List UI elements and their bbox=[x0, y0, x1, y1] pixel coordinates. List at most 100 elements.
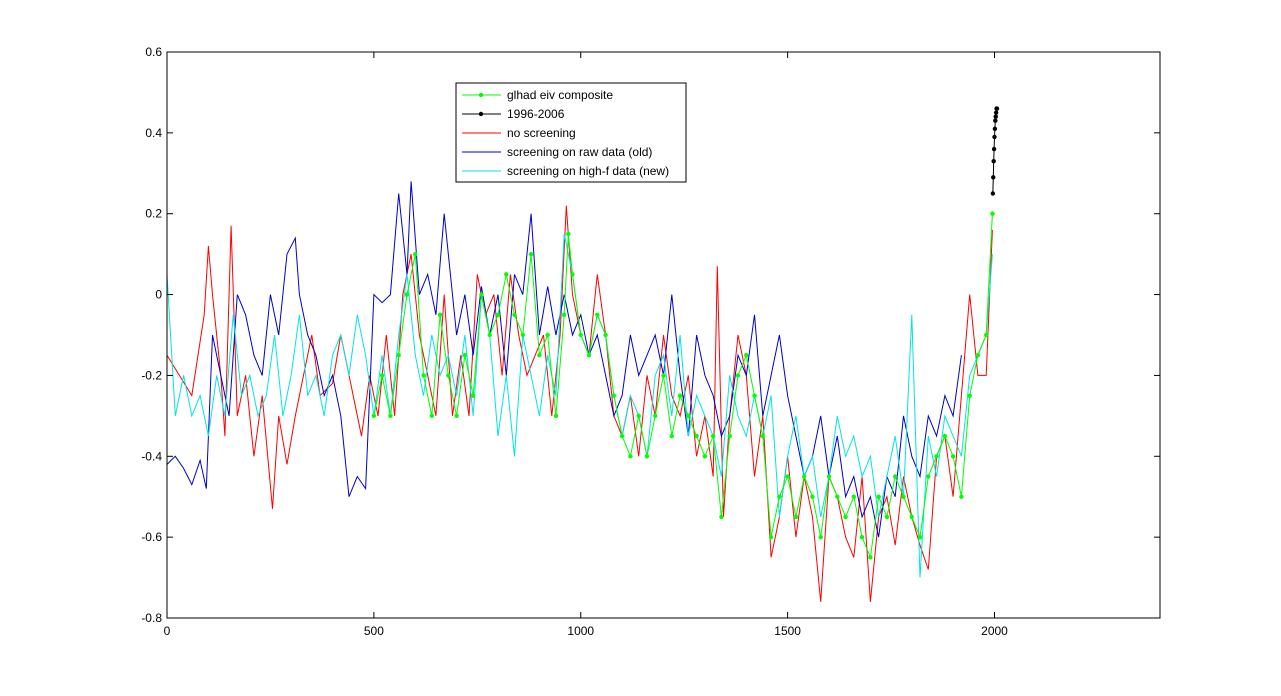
data-point bbox=[421, 373, 426, 378]
data-point bbox=[901, 494, 906, 499]
x-tick-label: 1500 bbox=[774, 624, 801, 638]
data-point bbox=[553, 413, 559, 419]
data-point bbox=[437, 312, 443, 317]
data-point bbox=[917, 534, 923, 540]
data-point bbox=[487, 332, 492, 338]
data-point bbox=[396, 353, 401, 358]
data-point bbox=[876, 494, 881, 499]
plot-frame bbox=[166, 51, 1161, 619]
x-tick-label: 2000 bbox=[981, 624, 1008, 638]
x-tick-label: 500 bbox=[364, 624, 384, 638]
legend-label: screening on high-f data (new) bbox=[507, 164, 669, 178]
data-point bbox=[991, 158, 996, 164]
data-point bbox=[990, 191, 996, 196]
data-point bbox=[851, 494, 857, 499]
legend-label: no screening bbox=[507, 126, 576, 140]
data-point bbox=[926, 474, 931, 479]
data-point bbox=[413, 251, 418, 257]
y-tick-label: 0.6 bbox=[145, 45, 162, 59]
x-tick-label: 0 bbox=[164, 624, 171, 638]
data-point bbox=[785, 474, 790, 479]
data-point bbox=[371, 413, 377, 419]
data-point bbox=[893, 474, 898, 479]
data-point bbox=[495, 312, 501, 317]
data-point bbox=[661, 373, 666, 378]
data-point bbox=[735, 373, 741, 378]
y-tick-label: 0.2 bbox=[145, 207, 162, 221]
data-point bbox=[992, 134, 997, 140]
data-point bbox=[760, 433, 765, 439]
y-tick-label: -0.8 bbox=[141, 611, 162, 625]
data-point bbox=[975, 353, 981, 358]
data-point bbox=[470, 393, 476, 398]
data-point bbox=[993, 118, 998, 123]
data-point bbox=[404, 292, 410, 297]
data-point bbox=[942, 433, 948, 439]
data-point bbox=[868, 555, 873, 560]
legend-label: glhad eiv composite bbox=[507, 88, 613, 102]
data-point bbox=[512, 312, 517, 317]
data-point bbox=[993, 114, 998, 119]
data-point bbox=[710, 433, 716, 439]
data-point bbox=[528, 251, 534, 257]
data-point bbox=[479, 292, 484, 297]
data-point bbox=[566, 231, 571, 237]
data-point bbox=[835, 494, 840, 499]
data-point bbox=[429, 413, 434, 419]
data-point bbox=[984, 332, 989, 338]
data-point bbox=[967, 393, 972, 398]
data-point bbox=[793, 514, 799, 520]
data-point bbox=[719, 514, 724, 520]
data-point bbox=[950, 454, 956, 459]
data-point bbox=[586, 353, 592, 358]
data-point bbox=[677, 393, 683, 398]
data-point bbox=[993, 110, 999, 115]
data-point bbox=[884, 514, 890, 520]
data-point bbox=[994, 106, 1000, 111]
data-point bbox=[826, 474, 832, 479]
data-point bbox=[801, 474, 807, 479]
data-point bbox=[388, 413, 393, 419]
data-point bbox=[992, 126, 998, 132]
data-point bbox=[611, 393, 617, 398]
data-point bbox=[462, 353, 468, 358]
data-point bbox=[686, 413, 691, 419]
data-point bbox=[636, 413, 641, 419]
data-point bbox=[595, 312, 600, 317]
y-tick-label: 0.4 bbox=[145, 126, 162, 140]
data-point bbox=[520, 332, 526, 338]
data-point bbox=[744, 353, 749, 358]
data-point bbox=[818, 534, 823, 540]
axis-layer: 0 500 1000 1500 2000 -0.8 -0.6 -0.4 -0.2 0 0.2 0.4 0… bbox=[141, 45, 1160, 638]
y-tick-label: -0.2 bbox=[141, 368, 162, 382]
data-point bbox=[578, 332, 583, 338]
data-point bbox=[810, 494, 815, 499]
data-point bbox=[454, 413, 459, 419]
series-layer bbox=[166, 106, 1000, 602]
legend-marker bbox=[478, 92, 484, 98]
series-glhad-eiv-composite bbox=[371, 211, 995, 560]
data-point bbox=[934, 454, 939, 459]
data-point bbox=[653, 413, 658, 419]
data-point bbox=[644, 454, 650, 459]
data-point bbox=[727, 433, 732, 439]
y-tick-label: -0.6 bbox=[141, 530, 162, 544]
data-point bbox=[843, 514, 848, 520]
y-tick-label: -0.4 bbox=[141, 449, 162, 463]
data-point bbox=[379, 373, 385, 378]
data-point bbox=[768, 534, 774, 540]
data-point bbox=[990, 211, 995, 216]
data-point bbox=[570, 272, 575, 277]
legend-label: screening on raw data (old) bbox=[507, 145, 652, 159]
y-tick-label: 0 bbox=[155, 288, 162, 302]
legend: glhad eiv composite 1996-2006 no screening… bbox=[455, 82, 687, 183]
data-point bbox=[991, 175, 996, 180]
legend-label: 1996-2006 bbox=[507, 107, 565, 121]
data-point bbox=[959, 494, 964, 499]
data-point bbox=[777, 494, 782, 499]
data-point bbox=[603, 332, 608, 338]
data-point bbox=[628, 454, 633, 459]
data-point bbox=[702, 454, 708, 459]
data-point bbox=[752, 393, 757, 398]
